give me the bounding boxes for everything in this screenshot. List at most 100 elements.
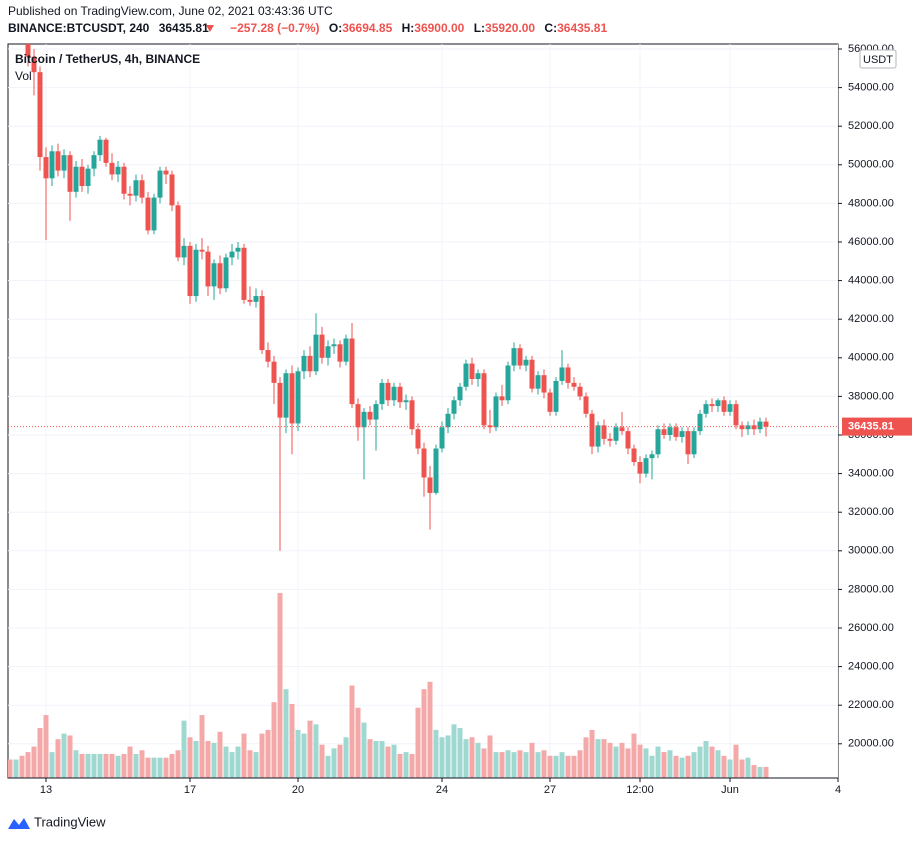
volume-bar [115,755,121,778]
candle-body [499,396,505,401]
volume-bar [625,748,631,778]
low-value: 35920.00 [485,21,535,35]
candle-body [313,334,319,372]
candle-body [661,429,667,435]
volume-bar [163,757,169,778]
candle-body [247,299,253,302]
volume-bar [751,765,757,778]
volume-bar [145,757,151,778]
candle-body [37,72,43,158]
candle-body [103,139,109,163]
brand: TradingView [34,814,106,829]
close-label: C: [544,21,557,35]
volume-bar [307,720,313,778]
candle-body [643,458,649,474]
volume-bar [637,744,643,778]
volume-bar [295,729,301,778]
candle-body [739,425,745,430]
candle-body [349,338,355,405]
volume-bar [541,750,547,778]
y-tick-label: 30000.00 [848,545,894,557]
volume-bar [331,748,337,778]
volume-bar [469,737,475,778]
volume-bar [577,750,583,778]
candle-body [403,400,409,403]
candle-body [673,427,679,437]
candle-body [121,166,127,194]
volume-bar [181,720,187,778]
volume-bar [559,752,565,778]
candle-body [91,155,97,169]
volume-bar [253,752,259,778]
candle-body [139,180,145,198]
axes: 20000.00 22000.00 24000.00 26000.00 28000.00… [8,43,912,796]
candle-body [331,344,337,347]
volume-bar [727,759,733,778]
volume-bar [523,752,529,778]
volume-bar [223,746,229,778]
volume-bar [397,753,403,778]
candle-body [709,404,715,407]
volume-bar [37,728,43,778]
volume-bar [517,750,523,778]
candle-body [319,334,325,358]
candle-body [631,448,637,463]
y-tick-label: 42000.00 [848,313,894,325]
volume-bar [25,752,31,778]
volume-bar [691,752,697,778]
volume-bar [487,735,493,778]
candle-body [163,170,169,175]
volume-bar [109,753,115,778]
y-tick-label: 38000.00 [848,390,894,402]
candle-body [613,427,619,441]
volume-bar [457,728,463,778]
volume-bar [67,735,73,778]
x-tick-label: Jun [721,784,739,796]
volume-bar [403,752,409,778]
candle-body [469,363,475,380]
candle-body [307,355,313,372]
volume-bar [433,729,439,778]
last-price: 36435.81 [159,21,209,35]
volume-bar [73,750,79,778]
candle-body [73,166,79,192]
candle-body [373,404,379,420]
volume-bar [763,766,769,778]
volume-bar [379,741,385,778]
volume-bar [133,753,139,778]
candle-body [757,421,763,430]
candle-body [343,338,349,362]
volume-bar [511,752,517,778]
header-quote: BINANCE:BTCUSDT, 240 36435.81 −257.28 (−… [8,21,607,35]
candle-body [217,263,223,289]
volume-bar [43,715,49,778]
volume-bar [247,750,253,778]
candle-body [553,380,559,412]
currency-box[interactable] [859,49,897,69]
y-tick-label: 50000.00 [848,159,894,171]
candle-body [481,373,487,426]
candle-body [169,174,175,206]
volume-bar [205,741,211,778]
x-tick-label: 20 [292,784,304,796]
candle-body [535,375,541,389]
volume-bar [193,741,199,778]
volume-bar [385,746,391,778]
volume-bar [367,739,373,778]
candle-body [565,367,571,383]
volume-bar [355,707,361,778]
candle-body [109,162,115,175]
close-value: 36435.81 [557,21,607,35]
low-label: L: [474,21,485,35]
y-tick-label: 48000.00 [848,197,894,209]
candle-body [145,197,151,231]
volume-bar [55,739,61,778]
volume-bar [199,715,205,778]
volume-bar [565,755,571,778]
brand-logo[interactable]: TradingView [8,814,106,829]
volume-bar [607,742,613,778]
candle-body [589,413,595,447]
volume-bar [175,750,181,778]
candle-body [193,249,199,297]
volume-bar [601,739,607,778]
